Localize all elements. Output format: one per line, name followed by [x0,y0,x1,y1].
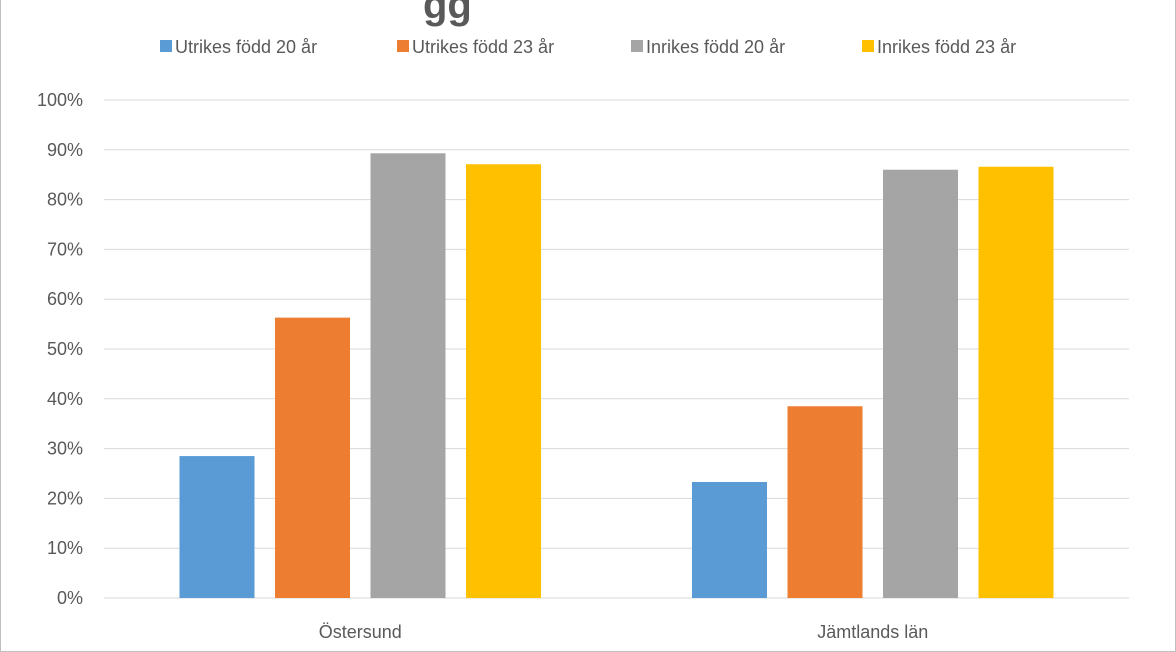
y-tick-label: 90% [47,140,83,160]
bar [978,166,1054,598]
y-tick-label: 20% [47,488,83,508]
bar [883,169,958,598]
bar [370,153,446,598]
chart-title-fragment: gg [423,0,472,27]
bar [466,164,541,598]
y-tick-label: 60% [47,289,83,309]
bar [787,406,863,598]
bar [179,456,255,598]
legend-swatch [160,40,172,52]
x-category-label: Jämtlands län [817,622,928,642]
bar [275,317,350,598]
legend-label: Utrikes född 20 år [175,37,317,57]
legend-label: Utrikes född 23 år [412,37,554,57]
y-tick-label: 10% [47,538,83,558]
bars [179,153,1054,598]
y-axis-tick-labels: 0% 10% 20% 30% 40% 50% 60% 70% 80% 90% 100% [37,90,83,608]
gridlines [104,99,1129,599]
y-tick-label: 70% [47,239,83,259]
legend-label: Inrikes född 23 år [877,37,1016,57]
legend: Utrikes född 20 år Utrikes född 23 år Inri… [160,37,1016,57]
legend-swatch [862,40,874,52]
legend-label: Inrikes född 20 år [646,37,785,57]
bar [692,481,767,598]
y-tick-label: 100% [37,90,83,110]
legend-swatch [397,40,409,52]
x-axis-category-labels: Östersund Jämtlands län [319,622,929,642]
x-category-label: Östersund [319,622,402,642]
y-tick-label: 80% [47,190,83,210]
y-tick-label: 50% [47,339,83,359]
legend-swatch [631,40,643,52]
y-tick-label: 30% [47,439,83,459]
y-tick-label: 0% [57,588,83,608]
y-tick-label: 40% [47,389,83,409]
